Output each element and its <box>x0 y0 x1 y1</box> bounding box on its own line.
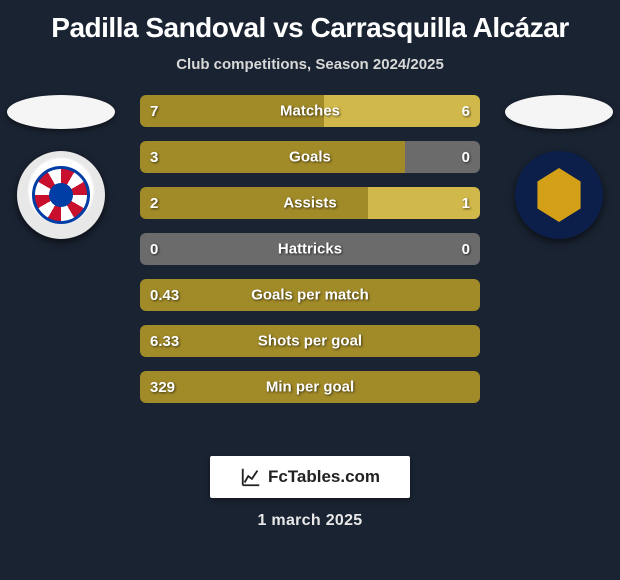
stat-left-value: 7 <box>150 103 158 120</box>
stat-left-value: 2 <box>150 195 158 212</box>
stat-label-row: 21 <box>140 187 480 219</box>
stat-row: 329Min per goal <box>140 371 480 403</box>
stat-right-value: 1 <box>462 195 470 212</box>
stat-label-row: 329 <box>140 371 480 403</box>
stat-row: 0.43Goals per match <box>140 279 480 311</box>
stat-right-value: 0 <box>462 241 470 258</box>
comparison-bars: 76Matches30Goals21Assists00Hattricks0.43… <box>140 95 480 417</box>
stat-left-value: 3 <box>150 149 158 166</box>
crest-right-icon <box>532 168 586 222</box>
footer-brand-text: FcTables.com <box>268 467 380 487</box>
stat-label-row: 6.33 <box>140 325 480 357</box>
flag-oval-right <box>505 95 613 129</box>
stat-row: 6.33Shots per goal <box>140 325 480 357</box>
comparison-content: 76Matches30Goals21Assists00Hattricks0.43… <box>0 95 620 435</box>
player-right-badge <box>504 95 614 239</box>
flag-oval-left <box>7 95 115 129</box>
stat-row: 30Goals <box>140 141 480 173</box>
stat-left-value: 6.33 <box>150 333 179 350</box>
crest-left-icon <box>32 166 90 224</box>
page-subtitle: Club competitions, Season 2024/2025 <box>0 56 620 73</box>
stat-row: 21Assists <box>140 187 480 219</box>
page-title: Padilla Sandoval vs Carrasquilla Alcázar <box>0 0 620 44</box>
chart-icon <box>240 466 262 488</box>
stat-label-row: 0.43 <box>140 279 480 311</box>
footer-date: 1 march 2025 <box>0 512 620 530</box>
stat-right-value: 6 <box>462 103 470 120</box>
footer-brand-badge: FcTables.com <box>210 456 410 498</box>
stat-left-value: 329 <box>150 379 175 396</box>
stat-left-value: 0.43 <box>150 287 179 304</box>
crest-right <box>515 151 603 239</box>
player-left-badge <box>6 95 116 239</box>
stat-label-row: 76 <box>140 95 480 127</box>
stat-right-value: 0 <box>462 149 470 166</box>
stat-label-row: 00 <box>140 233 480 265</box>
stat-row: 76Matches <box>140 95 480 127</box>
stat-left-value: 0 <box>150 241 158 258</box>
crest-left <box>17 151 105 239</box>
stat-row: 00Hattricks <box>140 233 480 265</box>
stat-label-row: 30 <box>140 141 480 173</box>
